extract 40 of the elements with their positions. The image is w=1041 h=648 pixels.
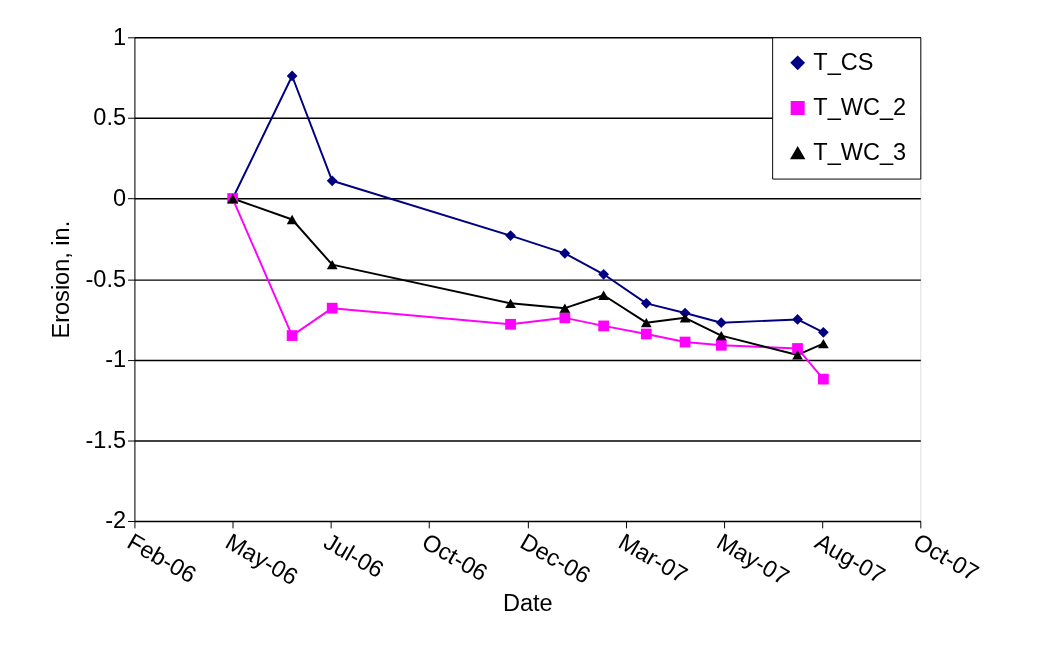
point [640,297,652,309]
point [559,312,571,324]
point [640,328,652,340]
point [559,247,571,259]
point [505,230,516,241]
point [598,268,610,280]
point [286,330,298,341]
point [715,339,727,351]
legend-label: T_WC_3 [813,138,907,165]
point [326,259,338,270]
y-tick-label: -1 [105,346,127,373]
y-tick-label: -2 [105,507,127,534]
y-axis-title: Erosion, in. [47,220,74,339]
x-axis-title: Date [503,589,553,616]
legend-label: T_CS [813,48,874,75]
point [792,314,803,325]
point [818,326,829,338]
point [640,318,652,328]
y-tick-label: 1 [112,23,127,50]
y-tick-label: -1.5 [85,426,127,453]
point [598,290,610,300]
point [559,303,571,313]
point [792,350,803,360]
point [505,298,516,308]
point [818,338,829,349]
point [286,70,298,82]
point [505,318,516,330]
y-tick-label: 0 [112,184,127,211]
point [326,302,338,314]
y-tick-label: -0.5 [85,265,127,292]
point [286,214,298,225]
legend-label: T_WC_2 [813,93,907,120]
point [792,343,803,354]
point [679,313,691,323]
point [715,317,727,329]
point [326,175,338,187]
point [715,330,727,341]
y-tick-label: 0.5 [93,104,127,131]
point [598,320,610,332]
point [818,373,829,385]
